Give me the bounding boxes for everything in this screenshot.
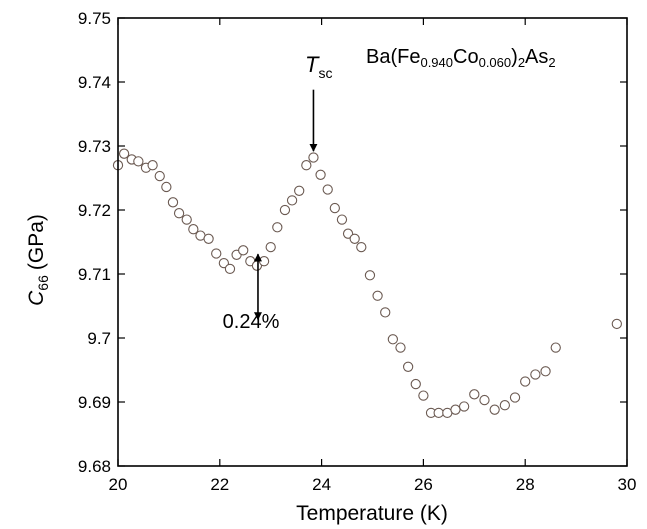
data-point: [238, 245, 249, 256]
data-point: [479, 394, 490, 406]
data-point: [509, 392, 521, 403]
data-point: [279, 204, 291, 216]
x-tick-label: 30: [618, 475, 637, 494]
data-point: [161, 181, 172, 193]
y-tick-label: 9.72: [78, 201, 111, 220]
compound-sub1: 0.940: [420, 55, 453, 70]
data-point: [315, 169, 326, 180]
tsc-label-main: T: [305, 52, 320, 77]
data-point: [372, 290, 383, 301]
y-tick-label: 9.69: [78, 393, 111, 412]
data-point: [118, 148, 130, 159]
compound-close: ): [511, 46, 518, 68]
x-tick-label: 26: [414, 475, 433, 494]
x-axis-ticks: 20 22 24 26 28 30: [109, 18, 637, 494]
tsc-label: Tsc: [305, 52, 332, 81]
x-tick-label: 22: [210, 475, 229, 494]
data-point: [181, 214, 192, 225]
data-point: [433, 407, 444, 419]
data-point: [272, 222, 283, 233]
data-point: [258, 256, 270, 267]
data-point: [265, 241, 276, 253]
data-point: [342, 228, 354, 239]
data-point: [336, 214, 348, 225]
data-point: [203, 233, 214, 244]
y-axis-label-main: C: [25, 290, 48, 306]
data-point: [450, 404, 461, 415]
data-point: [540, 366, 551, 377]
data-point: [395, 342, 406, 353]
compound-suffix: As: [525, 46, 548, 68]
tsc-label-sub: sc: [318, 65, 332, 81]
data-point: [224, 263, 236, 275]
data-points: [112, 148, 622, 419]
data-point: [530, 369, 541, 380]
data-point: [458, 401, 470, 412]
data-point: [188, 224, 199, 235]
data-point: [154, 170, 165, 182]
y-tick-label: 9.7: [87, 329, 111, 348]
data-point: [301, 160, 312, 171]
y-axis-label-sub: 66: [35, 275, 51, 291]
compound-label: Ba(Fe0.940Co0.060)2As2: [366, 46, 556, 70]
data-point: [387, 334, 399, 345]
data-point: [550, 342, 561, 353]
data-point: [469, 389, 480, 400]
data-point: [520, 376, 531, 387]
x-axis-label: Temperature (K): [296, 502, 448, 525]
data-point: [418, 390, 429, 401]
x-tick-label: 28: [516, 475, 535, 494]
data-point: [329, 202, 340, 214]
data-point: [133, 156, 144, 167]
y-tick-label: 9.74: [78, 73, 111, 92]
data-point: [499, 400, 510, 411]
data-point: [286, 195, 298, 206]
data-point: [356, 241, 367, 253]
data-point: [211, 248, 222, 259]
compound-prefix: Ba(Fe: [366, 46, 420, 68]
data-point: [308, 152, 319, 163]
data-point: [364, 270, 376, 281]
y-tick-label: 9.71: [78, 265, 111, 284]
data-point: [611, 318, 622, 330]
data-point: [402, 361, 414, 372]
compound-mid: Co: [453, 46, 479, 68]
data-point: [167, 197, 179, 208]
x-tick-label: 20: [109, 475, 128, 494]
compound-sub4: 2: [548, 55, 555, 70]
data-point: [349, 233, 360, 244]
plot-frame: [117, 17, 628, 467]
y-axis-ticks: 9.68 9.69 9.7 9.71 9.72 9.73 9.74 9.75: [78, 9, 627, 476]
data-point: [322, 184, 333, 195]
data-point: [380, 307, 391, 318]
y-tick-label: 9.68: [78, 457, 111, 476]
compound-sub3: 2: [518, 55, 525, 70]
x-tick-label: 24: [312, 475, 331, 494]
data-point: [173, 208, 185, 219]
data-point: [410, 378, 421, 390]
y-tick-label: 9.73: [78, 137, 111, 156]
y-tick-label: 9.75: [78, 9, 111, 28]
data-point: [147, 160, 158, 171]
y-axis-label: C66 (GPa): [25, 214, 51, 306]
range-label: 0.24%: [223, 311, 280, 333]
compound-sub2: 0.060: [479, 55, 512, 70]
data-point: [489, 404, 500, 415]
y-axis-label-unit: (GPa): [25, 214, 48, 270]
data-point: [294, 185, 305, 196]
